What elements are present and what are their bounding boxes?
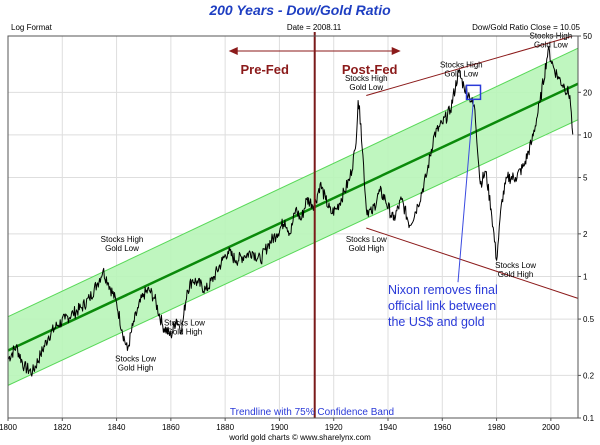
annotation-line: Stocks High <box>101 235 144 244</box>
x-tick-label: 2000 <box>542 423 560 432</box>
nixon-note-line: official link between <box>388 299 496 313</box>
x-tick-label: 1920 <box>325 423 343 432</box>
annotation-line: Gold High <box>498 270 534 279</box>
y-tick-label: 0.1 <box>583 414 595 423</box>
x-tick-label: 1820 <box>53 423 71 432</box>
x-tick-label: 1940 <box>379 423 397 432</box>
x-tick-label: 1800 <box>0 423 17 432</box>
x-tick-label: 1900 <box>271 423 289 432</box>
y-tick-label: 0.5 <box>583 315 595 324</box>
y-tick-label: 20 <box>583 88 592 97</box>
upper-channel-line <box>366 35 573 96</box>
annotation-line: Stocks High <box>345 74 388 83</box>
x-tick-label: 1980 <box>488 423 506 432</box>
annotation-line: Gold Low <box>444 69 478 78</box>
confidence-band-lower-edge <box>7 119 579 386</box>
annotation-line: Gold High <box>348 244 384 253</box>
trendline-caption: Trendline with 75% Confidence Band <box>230 407 394 418</box>
y-tick-label: 50 <box>583 32 592 41</box>
annotation-line: Gold High <box>118 364 154 373</box>
annotation-line: Stocks Low <box>164 319 205 328</box>
plot-frame <box>7 35 579 419</box>
y-tick-label: 2 <box>583 230 588 239</box>
post-fed-label: Post-Fed <box>342 62 398 77</box>
nixon-pointer-line <box>457 99 474 283</box>
lower-channel-line <box>366 227 579 299</box>
x-tick-label: 1960 <box>433 423 451 432</box>
annotation-line: Stocks High <box>440 60 483 69</box>
left-arrowhead-icon <box>228 47 238 55</box>
x-tick-label: 1840 <box>108 423 126 432</box>
annotation-line: Stocks Low <box>115 355 156 364</box>
x-tick-label: 1880 <box>216 423 234 432</box>
y-tick-label: 10 <box>583 131 592 140</box>
dow-gold-ratio-series <box>7 45 574 377</box>
annotation-line: Gold Low <box>349 83 383 92</box>
annotation-line: Gold Low <box>534 41 568 50</box>
right-arrowhead-icon <box>391 47 401 55</box>
annotation-line: Stocks Low <box>346 235 387 244</box>
y-tick-label: 5 <box>583 174 588 183</box>
annotation-line: Stocks Low <box>495 261 536 270</box>
nixon-note-line: Nixon removes final <box>388 283 498 297</box>
header-date-label: Date = 2008.11 <box>287 23 342 32</box>
nixon-note-line: the US$ and gold <box>388 315 485 329</box>
pre-fed-label: Pre-Fed <box>241 62 289 77</box>
y-tick-label: 1 <box>583 272 588 281</box>
annotation-line: Gold High <box>167 328 203 337</box>
header-close-label: Dow/Gold Ratio Close = 10.05 <box>472 23 580 32</box>
y-tick-label: 0.2 <box>583 371 595 380</box>
x-tick-label: 1860 <box>162 423 180 432</box>
annotation-line: Gold Low <box>105 244 139 253</box>
header-left-label: Log Format <box>11 23 53 32</box>
chart-title: 200 Years - Dow/Gold Ratio <box>208 2 391 18</box>
footer-credit: world gold charts © www.sharelynx.com <box>228 433 371 442</box>
